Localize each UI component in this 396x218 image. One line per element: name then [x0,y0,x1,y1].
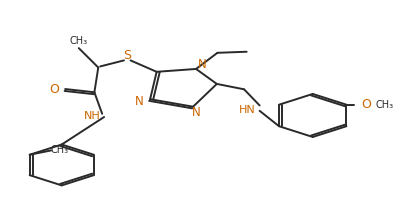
Text: HN: HN [239,105,255,115]
Text: CH₃: CH₃ [375,100,393,110]
Text: CH₃: CH₃ [51,145,69,155]
Text: N: N [198,58,206,71]
Text: O: O [50,83,60,95]
Text: CH₃: CH₃ [70,36,88,46]
Text: O: O [361,98,371,111]
Text: NH: NH [84,111,101,121]
Text: N: N [135,95,144,108]
Text: N: N [192,106,200,119]
Text: S: S [124,49,131,62]
